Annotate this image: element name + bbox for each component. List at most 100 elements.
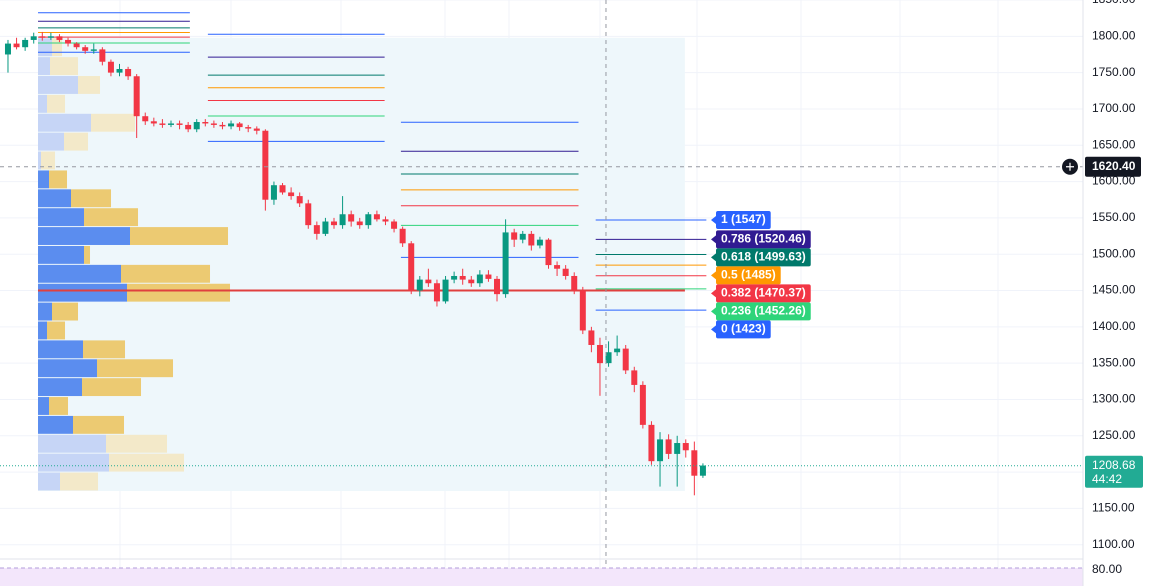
- volume-down: [60, 472, 99, 491]
- candle-body: [451, 275, 458, 280]
- fib-label-pointer: [711, 325, 716, 334]
- fib-label-box: [716, 248, 811, 267]
- fib-label-text: 0.618 (1499.63): [721, 250, 806, 264]
- volume-up: [38, 359, 98, 378]
- candle-body: [391, 221, 398, 229]
- candle-body: [245, 127, 252, 129]
- y-tick-label: 1400.00: [1092, 319, 1136, 333]
- pane-tick-label: 80.00: [1092, 562, 1122, 576]
- candle-body: [202, 122, 209, 124]
- candle-body: [13, 43, 20, 48]
- volume-up: [38, 227, 131, 245]
- volume-down: [50, 57, 79, 76]
- y-tick-label: 1650.00: [1092, 137, 1136, 151]
- candle-body: [22, 39, 29, 48]
- price-axis: [1083, 0, 1149, 586]
- candle-body: [279, 185, 286, 193]
- volume-down: [64, 132, 89, 151]
- volume-up: [38, 302, 53, 321]
- y-tick-label: 1700.00: [1092, 101, 1136, 115]
- volume-down: [78, 76, 101, 94]
- candle-body: [485, 274, 492, 279]
- volume-down: [41, 151, 56, 170]
- volume-down: [97, 359, 174, 378]
- fib-label-pointer: [711, 216, 716, 225]
- candle-body: [459, 275, 466, 280]
- candle-body: [30, 36, 37, 40]
- fib-label-text: 0.786 (1520.46): [721, 232, 806, 246]
- candle-body: [494, 278, 501, 295]
- candle-body: [116, 68, 123, 73]
- candle-body: [356, 221, 363, 226]
- candle-body: [425, 279, 432, 284]
- volume-up: [38, 472, 61, 491]
- candle-body: [99, 49, 106, 62]
- candle-body: [270, 185, 277, 200]
- candle-body: [142, 116, 149, 122]
- fib-label-box: [716, 284, 811, 303]
- candle-body: [125, 68, 132, 77]
- volume-down: [109, 453, 185, 472]
- fib-label: 1 (1547): [711, 211, 771, 230]
- candle-body: [545, 239, 552, 266]
- volume-up: [38, 170, 50, 189]
- candle-body: [176, 123, 183, 125]
- candle-body: [691, 450, 698, 476]
- volume-up: [38, 340, 84, 359]
- volume-down: [91, 113, 136, 132]
- fib-label-text: 1 (1547): [721, 212, 766, 226]
- candle-body: [253, 128, 260, 131]
- candle-body: [408, 243, 415, 291]
- volume-up: [38, 94, 48, 113]
- y-tick-label: 1500.00: [1092, 246, 1136, 260]
- volume-down: [49, 170, 68, 189]
- candle-body: [73, 43, 80, 48]
- candle-body: [511, 232, 518, 240]
- candle-body: [167, 123, 174, 125]
- volume-up: [38, 283, 128, 302]
- candle-body: [90, 49, 97, 51]
- volume-up: [38, 434, 107, 453]
- fib-label-pointer: [711, 253, 716, 262]
- last-price-label: 1208.68: [1092, 458, 1136, 472]
- candle-body: [296, 196, 303, 204]
- volume-down: [73, 415, 125, 434]
- fib-label-box: [716, 320, 771, 339]
- volume-down: [84, 208, 139, 227]
- candle-body: [382, 219, 389, 222]
- volume-down: [47, 321, 66, 340]
- candle-body: [588, 330, 595, 345]
- candle-body: [193, 122, 200, 130]
- volume-down: [52, 38, 63, 57]
- candle-body: [536, 239, 543, 246]
- candle-body: [476, 274, 483, 284]
- candle-body: [433, 283, 440, 302]
- candle-body: [339, 214, 346, 226]
- candle-body: [150, 121, 157, 124]
- candle-body: [39, 36, 46, 38]
- candle-body: [322, 221, 329, 234]
- y-tick-label: 1850.00: [1092, 0, 1136, 6]
- volume-down: [130, 227, 229, 245]
- candle-body: [185, 124, 192, 130]
- candle-body: [4, 43, 11, 55]
- candle-body: [365, 214, 372, 226]
- candle-body: [399, 228, 406, 244]
- pane-band: [0, 568, 1083, 586]
- volume-down: [47, 94, 66, 113]
- candle-body: [288, 192, 295, 197]
- volume-up: [38, 57, 51, 76]
- volume-down: [52, 302, 79, 321]
- volume-up: [38, 415, 74, 434]
- candle-body: [519, 233, 526, 240]
- candle-body: [674, 443, 681, 454]
- candle-body: [348, 214, 355, 222]
- candle-body: [502, 232, 509, 295]
- candle-body: [107, 61, 114, 73]
- candle-body: [562, 268, 569, 276]
- candle-body: [219, 124, 226, 127]
- volume-up: [38, 321, 48, 340]
- candle-body: [236, 123, 243, 128]
- candle-body: [665, 439, 672, 454]
- volume-down: [121, 264, 211, 283]
